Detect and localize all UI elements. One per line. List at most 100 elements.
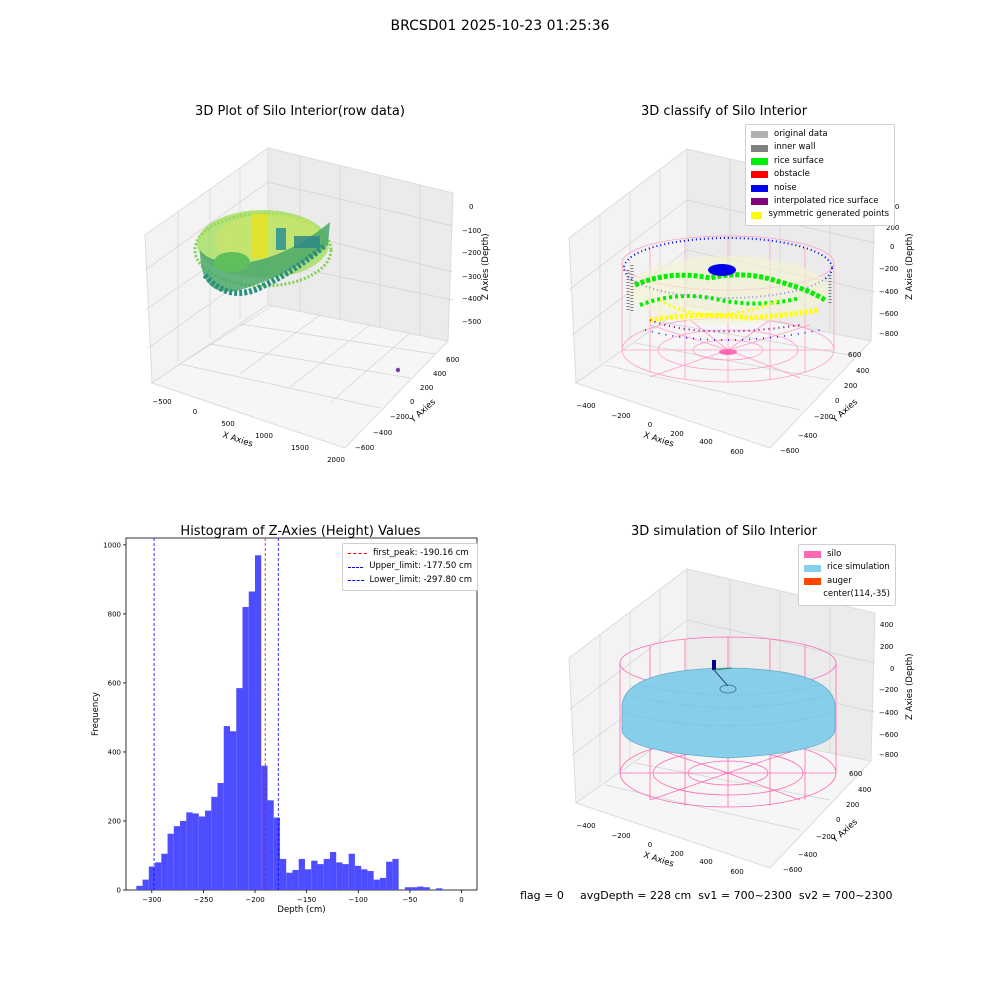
legend-entry: silo bbox=[804, 548, 890, 561]
histogram-bar bbox=[217, 783, 224, 890]
x-tick-label: 0 bbox=[459, 896, 463, 904]
plot4-ztick: −600 bbox=[879, 731, 898, 739]
histogram-bar bbox=[261, 765, 268, 890]
legend-label: obstacle bbox=[774, 169, 810, 180]
plot1-xtick: 0 bbox=[193, 408, 197, 416]
plot1-ztick: −300 bbox=[462, 273, 481, 281]
legend-entry: noise bbox=[751, 182, 889, 195]
plot4-xtick: 400 bbox=[699, 858, 712, 866]
plot1-title: 3D Plot of Silo Interior(row data) bbox=[195, 104, 405, 119]
histogram-bar bbox=[436, 888, 443, 890]
histogram-y-ticks: 0 200 400 600 800 1000 bbox=[103, 541, 126, 895]
plot1-point-cloud bbox=[193, 210, 401, 373]
plot1-ztick: −500 bbox=[462, 318, 481, 326]
plot2-zlabel: Z Axies (Depth) bbox=[905, 233, 915, 300]
x-tick-label: −150 bbox=[297, 896, 316, 904]
plot1-xtick: 2000 bbox=[327, 456, 345, 464]
flag-status: flag = 0 bbox=[520, 889, 564, 902]
histogram-bar bbox=[148, 866, 156, 890]
plot1-gridlines bbox=[144, 156, 454, 409]
histogram-bar bbox=[186, 812, 193, 890]
histogram-bar bbox=[286, 872, 293, 890]
plot4-ztick: 400 bbox=[880, 621, 893, 629]
legend-swatch bbox=[751, 171, 768, 179]
y-tick-label: 0 bbox=[117, 887, 121, 895]
histogram-bar bbox=[248, 591, 255, 890]
histogram-bar bbox=[411, 887, 418, 890]
histogram-bar bbox=[417, 886, 424, 890]
plot4-silo-wireframe bbox=[619, 636, 837, 808]
y-tick-label: 1000 bbox=[103, 541, 121, 549]
legend-entry: Lower_limit: -297.80 cm bbox=[348, 574, 472, 587]
plot4-xtick: 600 bbox=[730, 868, 743, 876]
histogram-bar bbox=[192, 813, 199, 890]
plot2-xtick: 200 bbox=[670, 430, 683, 438]
plot4-ytick: 200 bbox=[846, 801, 859, 809]
plot4-ytick: −200 bbox=[816, 833, 835, 841]
histogram-bar bbox=[242, 607, 249, 890]
plot4-ytick: −400 bbox=[798, 851, 817, 859]
plot2-ytick: 600 bbox=[848, 351, 861, 359]
histogram-bar bbox=[236, 688, 243, 890]
histogram-bar bbox=[155, 862, 162, 890]
avg-depth-status: avgDepth = 228 cm sv1 = 700~2300 sv2 = 7… bbox=[580, 889, 893, 902]
histogram-bar bbox=[336, 862, 343, 890]
x-tick-label: −50 bbox=[403, 896, 418, 904]
plot1-3d-axes: −500 0 500 1000 1500 2000 −600 −400 −200… bbox=[144, 147, 491, 464]
plot4-zlabel: Z Axies (Depth) bbox=[905, 653, 915, 720]
legend-entry: original data bbox=[751, 128, 889, 141]
legend-line bbox=[348, 566, 364, 568]
plot1-ytick: 0 bbox=[410, 398, 414, 406]
plot2-legend: original data inner wall rice surface ob… bbox=[745, 124, 895, 226]
histogram-ylabel: Frequency bbox=[91, 692, 101, 736]
histogram-bar bbox=[323, 858, 330, 890]
plot1-zlabel: Z Axies (Depth) bbox=[481, 233, 491, 300]
plot1-xtick: 1000 bbox=[255, 432, 273, 440]
histogram-bar bbox=[423, 887, 430, 890]
histogram-bar bbox=[267, 800, 274, 890]
x-tick-label: −200 bbox=[245, 896, 264, 904]
legend-entry: Upper_limit: -177.50 cm bbox=[348, 560, 472, 573]
plot1-ztick: −200 bbox=[462, 249, 481, 257]
histogram-bar bbox=[254, 555, 262, 890]
legend-entry: rice surface bbox=[751, 155, 889, 168]
histogram-bar bbox=[198, 816, 206, 890]
histogram-bar bbox=[367, 871, 374, 890]
y-tick-label: 400 bbox=[108, 748, 121, 756]
plot2-xtick: 400 bbox=[699, 438, 712, 446]
plot1-ztick: −400 bbox=[462, 295, 481, 303]
legend-entry: auger bbox=[804, 575, 890, 588]
legend-entry: rice simulation bbox=[804, 561, 890, 574]
histogram-bar bbox=[317, 864, 324, 890]
histogram-reference-lines bbox=[153, 538, 279, 890]
plot2-3d-axes: −400 −200 0 200 400 600 −600 −400 −200 0… bbox=[568, 147, 915, 456]
plot4-xtick: 0 bbox=[648, 841, 652, 849]
legend-label: interpolated rice surface bbox=[774, 196, 879, 207]
histogram-bar bbox=[205, 810, 212, 890]
plot4-xtick: −200 bbox=[611, 832, 630, 840]
legend-swatch bbox=[804, 591, 817, 598]
plot1-ztick: −100 bbox=[462, 227, 481, 235]
legend-label: rice simulation bbox=[827, 562, 890, 573]
plot4-ytick: 0 bbox=[836, 816, 840, 824]
histogram-bar bbox=[223, 726, 231, 890]
plot4-3d-axes: −400 −200 0 200 400 600 −600 −400 −200 0… bbox=[568, 567, 915, 876]
plot2-ytick: 400 bbox=[856, 367, 869, 375]
plot2-ytick: 200 bbox=[844, 382, 857, 390]
plot1-ytick: −600 bbox=[355, 444, 374, 452]
histogram-bar bbox=[173, 826, 181, 890]
plot4-legend: silo rice simulation auger center(114,-3… bbox=[798, 544, 896, 606]
legend-swatch bbox=[804, 551, 821, 559]
plot2-ytick: 0 bbox=[835, 397, 839, 405]
plot1-ytick: −400 bbox=[373, 429, 392, 437]
histogram-bar bbox=[354, 865, 362, 890]
legend-label: Upper_limit: -177.50 cm bbox=[369, 561, 472, 572]
legend-label: silo bbox=[827, 549, 842, 559]
histogram-bar bbox=[373, 879, 380, 890]
legend-label: original data bbox=[774, 129, 828, 139]
legend-line bbox=[348, 553, 367, 555]
plot4-ytick: −600 bbox=[783, 866, 802, 874]
plot4-rice-surface bbox=[621, 667, 836, 759]
legend-swatch bbox=[751, 131, 768, 139]
plot1-xtick: 500 bbox=[221, 420, 234, 428]
